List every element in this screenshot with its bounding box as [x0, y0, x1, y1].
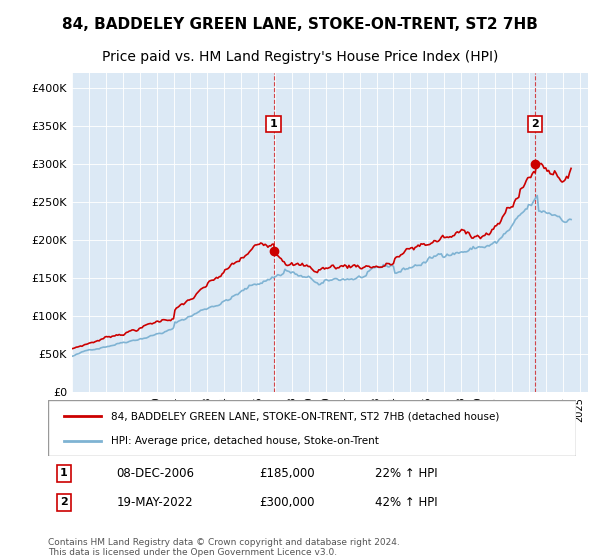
Text: 84, BADDELEY GREEN LANE, STOKE-ON-TRENT, ST2 7HB (detached house): 84, BADDELEY GREEN LANE, STOKE-ON-TRENT,…	[112, 411, 500, 421]
Text: 42% ↑ HPI: 42% ↑ HPI	[376, 496, 438, 509]
FancyBboxPatch shape	[48, 400, 576, 456]
Text: HPI: Average price, detached house, Stoke-on-Trent: HPI: Average price, detached house, Stok…	[112, 436, 379, 446]
Text: 08-DEC-2006: 08-DEC-2006	[116, 467, 194, 480]
Text: 1: 1	[60, 468, 68, 478]
Text: 84, BADDELEY GREEN LANE, STOKE-ON-TRENT, ST2 7HB: 84, BADDELEY GREEN LANE, STOKE-ON-TRENT,…	[62, 17, 538, 32]
Text: £300,000: £300,000	[259, 496, 315, 509]
Text: £185,000: £185,000	[259, 467, 315, 480]
Text: 2: 2	[532, 119, 539, 129]
Text: 2: 2	[60, 497, 68, 507]
Text: 19-MAY-2022: 19-MAY-2022	[116, 496, 193, 509]
Text: Price paid vs. HM Land Registry's House Price Index (HPI): Price paid vs. HM Land Registry's House …	[102, 50, 498, 64]
Text: 1: 1	[270, 119, 278, 129]
Text: 22% ↑ HPI: 22% ↑ HPI	[376, 467, 438, 480]
Text: Contains HM Land Registry data © Crown copyright and database right 2024.
This d: Contains HM Land Registry data © Crown c…	[48, 538, 400, 557]
